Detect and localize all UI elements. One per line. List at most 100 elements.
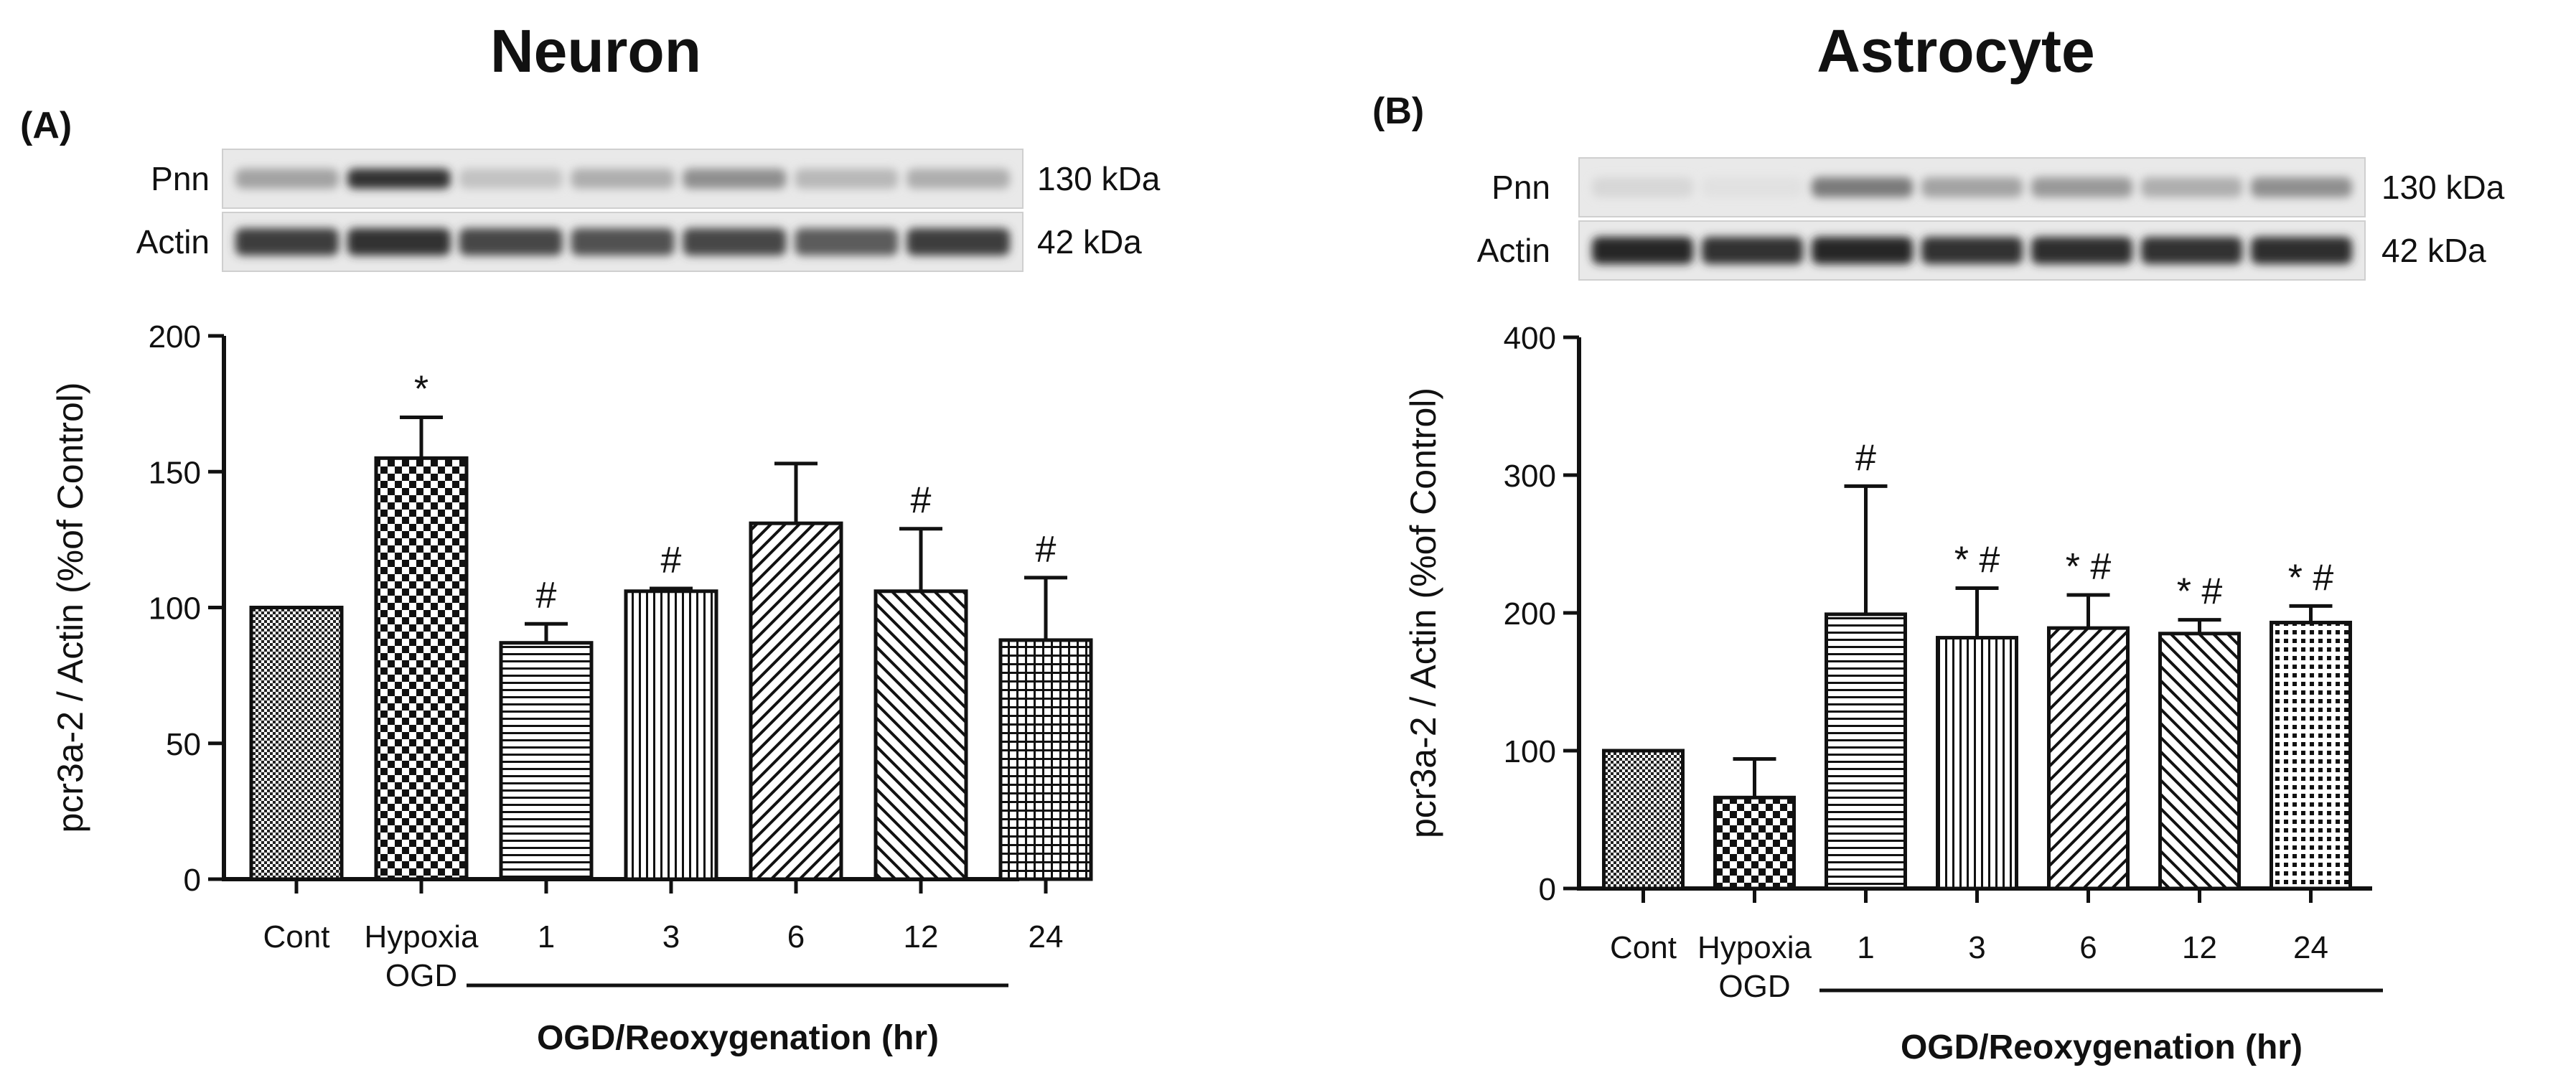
panel-a-category-label-line: Cont [263, 919, 330, 955]
panel-a-significance-5: # [911, 480, 932, 522]
panel-b-y-tick-label: 0 [1539, 872, 1556, 907]
panel-a-bar-1 [374, 456, 469, 881]
panel-a-blot: Pnn 130 kDa Actin 42 kDa [136, 149, 1161, 272]
panel-b-bar-1 [1713, 795, 1796, 891]
panel-b-bar-4 [2047, 626, 2130, 891]
panel-a-blot-band [571, 228, 675, 255]
panel-a-blot-size-pnn: 130 kDa [1037, 160, 1161, 197]
panel-a-category-label-line: Hypoxia [365, 919, 479, 955]
panel-a-significance-1: * [414, 369, 428, 411]
panel-a-category-label-2: 1 [538, 919, 555, 955]
panel-a-category-label-line: 3 [662, 919, 680, 955]
panel-a-y-tick-label: 0 [184, 863, 201, 898]
panel-b-blot-band [2031, 177, 2132, 197]
panel-b-blot-band [2141, 177, 2242, 197]
panel-a-blot-band [235, 169, 339, 189]
panel-a-bar-4 [749, 521, 843, 881]
panel-a-category-label-line: OGD [385, 958, 457, 993]
panel-b-blot-band [1592, 237, 1693, 264]
panel-b-label: (B) [1372, 90, 1424, 132]
panel-b-category-label-line: Hypoxia [1697, 930, 1812, 965]
panel-b-bar-5 [2158, 632, 2241, 891]
panel-a-blot-band [459, 169, 563, 189]
panel-a: Neuron (A) Pnn 130 kDa Actin 42 kDa 0 50 100 1… [20, 17, 1161, 1057]
panel-b-category-label-line: Cont [1610, 930, 1677, 965]
panel-a-blot-band [235, 228, 339, 255]
panel-b-blot-band [2031, 237, 2132, 264]
panel-a-bar-0 [249, 606, 344, 881]
panel-b-category-label-line: 3 [1968, 930, 1985, 965]
panel-b-category-label-3: 3 [1968, 930, 1985, 965]
panel-a-y-tick-label: 150 [149, 455, 201, 490]
panel-a-bar-3 [624, 589, 718, 881]
panel-a-y-tick-label: 200 [149, 319, 201, 355]
panel-b-significance-4: * # [2066, 546, 2112, 588]
panel-b-category-label-6: 24 [2293, 930, 2328, 965]
panel-b-bar-6 [2270, 620, 2352, 891]
panel-a-category-label-4: 6 [787, 919, 805, 955]
panel-b-significance-6: * # [2288, 557, 2334, 599]
panel-b-blot-size-pnn: 130 kDa [2381, 169, 2505, 206]
panel-a-blot-band [571, 169, 675, 189]
panel-a-blot-label-actin: Actin [136, 223, 210, 261]
panel-b-y-tick-label: 200 [1504, 596, 1556, 632]
panel-a-y-tick-label: 50 [166, 727, 201, 762]
panel-b-category-label-line: 12 [2182, 930, 2217, 965]
panel-a-bar-5 [874, 589, 968, 881]
panel-a-category-label-3: 3 [662, 919, 680, 955]
panel-b-significance-5: * # [2177, 571, 2223, 613]
panel-b-y-axis-label: pcr3a-2 / Actin (%of Control) [1403, 388, 1443, 838]
panel-a-blot-band [459, 228, 563, 255]
panel-b-category-label-line: OGD [1718, 969, 1790, 1004]
panel-a-bar-6 [998, 638, 1093, 881]
panel-b: Astrocyte (B) Pnn 130 kDa Actin 42 kDa 0 100… [1372, 17, 2505, 1066]
panel-a-blot-size-actin: 42 kDa [1037, 223, 1142, 261]
panel-a-category-label-line: 12 [904, 919, 939, 955]
panel-a-y-tick-label: 100 [149, 591, 201, 627]
panel-a-significance-6: # [1036, 529, 1057, 571]
panel-b-category-label-line: 1 [1857, 930, 1874, 965]
panel-a-significance-3: # [661, 540, 682, 581]
panel-b-significance-3: * # [1954, 539, 2000, 581]
panel-a-blot-band [347, 169, 451, 189]
panel-b-category-label-1: Hypoxia OGD [1697, 930, 1812, 1004]
panel-a-blot-label-pnn: Pnn [151, 160, 210, 197]
panel-a-category-label-line: 24 [1029, 919, 1064, 955]
panel-b-bar-2 [1825, 612, 1907, 891]
panel-b-blot-band [2251, 177, 2352, 197]
panel-a-blot-band [683, 169, 787, 189]
panel-b-blot-size-actin: 42 kDa [2381, 232, 2486, 269]
panel-a-category-label-0: Cont [263, 919, 330, 955]
panel-b-blot-label-actin: Actin [1477, 232, 1550, 269]
panel-a-blot-band [907, 169, 1010, 189]
panel-b-category-label-line: 24 [2293, 930, 2328, 965]
panel-a-blot-band [683, 228, 787, 255]
panel-b-category-label-line: 6 [2079, 930, 2097, 965]
panel-b-title: Astrocyte [1817, 17, 2094, 85]
panel-b-blot: Pnn 130 kDa Actin 42 kDa [1477, 157, 2505, 281]
panel-a-blot-band [795, 169, 899, 189]
panel-a-blot-band [347, 228, 451, 255]
panel-a-significance-2: # [536, 575, 557, 616]
panel-b-y-tick-label: 300 [1504, 459, 1556, 494]
panel-b-bar-0 [1602, 749, 1685, 891]
panel-b-blot-band [1812, 177, 1913, 197]
panel-b-category-label-0: Cont [1610, 930, 1677, 965]
panel-a-x-axis-label: OGD/Reoxygenation (hr) [537, 1019, 939, 1057]
panel-b-bar-3 [1936, 636, 2018, 891]
panel-a-category-label-line: 1 [538, 919, 555, 955]
panel-b-blot-band [2141, 237, 2242, 264]
panel-b-blot-label-pnn: Pnn [1491, 169, 1550, 206]
panel-b-blot-band [2251, 237, 2352, 264]
panel-a-blot-band [795, 228, 899, 255]
panel-a-chart: 0 50 100 150 200 pcr3a-2 / Actin (%of Control… [50, 319, 1093, 1057]
panel-b-blot-band [1812, 237, 1913, 264]
panel-a-y-axis-label: pcr3a-2 / Actin (%of Control) [50, 382, 90, 833]
panel-b-category-label-4: 6 [2079, 930, 2097, 965]
panel-b-significance-2: # [1855, 437, 1876, 479]
panel-b-blot-band [1702, 177, 1803, 197]
panel-b-y-tick-label: 400 [1504, 321, 1556, 356]
panel-b-y-tick-label: 100 [1504, 734, 1556, 769]
panel-b-chart: 0 100 200 300 400 pcr3a-2 / Actin (%of Contro… [1403, 321, 2383, 1066]
